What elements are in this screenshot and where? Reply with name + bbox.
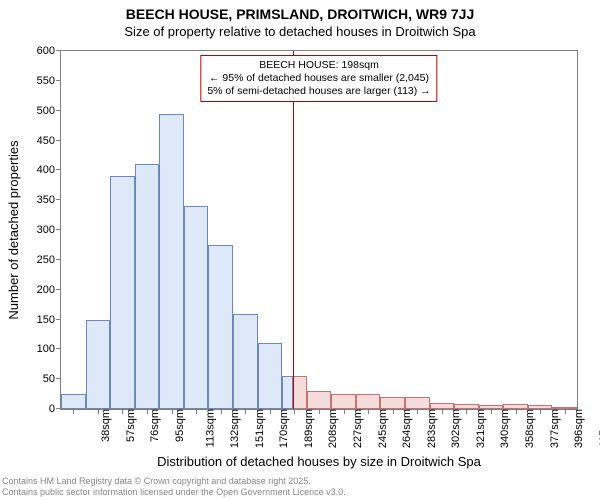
x-tick-label: 189sqm (303, 409, 315, 448)
y-tick-mark (56, 259, 61, 260)
y-tick-label: 500 (37, 105, 55, 117)
histogram-bar (135, 164, 160, 409)
annotation-line: ← 95% of detached houses are smaller (2,… (207, 72, 430, 85)
y-tick-mark (56, 199, 61, 200)
title-sub: Size of property relative to detached ho… (0, 24, 600, 39)
y-tick-label: 450 (37, 135, 55, 147)
x-tick-mark (417, 409, 418, 414)
histogram-bar (258, 343, 283, 409)
x-tick-mark (540, 409, 541, 414)
annotation-box: BEECH HOUSE: 198sqm ← 95% of detached ho… (200, 55, 437, 102)
x-tick-label: 208sqm (328, 409, 340, 448)
x-tick-label: 245sqm (377, 409, 389, 448)
plot-area: 05010015020025030035040045050055060038sq… (60, 50, 578, 410)
y-tick-label: 300 (37, 224, 55, 236)
x-tick-mark (565, 409, 566, 414)
x-tick-label: 396sqm (573, 409, 585, 448)
footer-line: Contains HM Land Registry data © Crown c… (2, 476, 346, 487)
x-tick-mark (294, 409, 295, 414)
chart-container: BEECH HOUSE, PRIMSLAND, DROITWICH, WR9 7… (0, 0, 600, 500)
x-tick-mark (98, 409, 99, 414)
y-tick-mark (56, 110, 61, 111)
y-tick-label: 150 (37, 314, 55, 326)
x-tick-mark (196, 409, 197, 414)
x-tick-mark (319, 409, 320, 414)
x-axis-label: Distribution of detached houses by size … (60, 454, 578, 469)
histogram-bar-highlight (356, 394, 381, 409)
histogram-bar-highlight (307, 391, 332, 409)
x-tick-mark (172, 409, 173, 414)
x-tick-label: 95sqm (174, 409, 186, 442)
x-tick-label: 151sqm (254, 409, 266, 448)
histogram-bar (159, 114, 184, 409)
x-tick-mark (393, 409, 394, 414)
histogram-bar (233, 314, 258, 409)
title-main: BEECH HOUSE, PRIMSLAND, DROITWICH, WR9 7… (0, 6, 600, 22)
x-tick-label: 340sqm (500, 409, 512, 448)
x-tick-label: 57sqm (125, 409, 137, 442)
y-tick-mark (56, 378, 61, 379)
reference-line (293, 51, 294, 409)
x-tick-mark (368, 409, 369, 414)
y-tick-mark (56, 50, 61, 51)
histogram-bar (184, 206, 209, 409)
x-tick-mark (491, 409, 492, 414)
x-tick-mark (221, 409, 222, 414)
y-tick-mark (56, 169, 61, 170)
x-tick-mark (516, 409, 517, 414)
footer-line: Contains public sector information licen… (2, 487, 346, 498)
histogram-bar-highlight (405, 397, 430, 409)
histogram-bar (208, 245, 233, 409)
x-tick-label: 132sqm (229, 409, 241, 448)
histogram-bar (110, 176, 135, 409)
y-tick-label: 50 (43, 373, 55, 385)
x-tick-label: 113sqm (204, 409, 216, 447)
y-tick-label: 200 (37, 284, 55, 296)
x-tick-label: 321sqm (475, 409, 487, 448)
x-tick-label: 170sqm (278, 409, 290, 448)
y-tick-mark (56, 348, 61, 349)
histogram-bar-highlight (380, 397, 405, 409)
x-tick-mark (122, 409, 123, 414)
x-tick-mark (442, 409, 443, 414)
histogram-bar-highlight (293, 376, 307, 409)
y-tick-label: 600 (37, 45, 55, 57)
annotation-line: BEECH HOUSE: 198sqm (207, 59, 430, 72)
histogram-bar (282, 376, 293, 409)
x-tick-label: 358sqm (524, 409, 536, 448)
y-tick-mark (56, 140, 61, 141)
y-tick-label: 550 (37, 75, 55, 87)
x-tick-mark (344, 409, 345, 414)
x-tick-label: 264sqm (401, 409, 413, 448)
x-tick-label: 283sqm (426, 409, 438, 448)
x-tick-mark (73, 409, 74, 414)
y-tick-mark (56, 319, 61, 320)
x-tick-mark (270, 409, 271, 414)
y-tick-label: 100 (37, 343, 55, 355)
histogram-bar-highlight (331, 394, 356, 409)
y-tick-label: 0 (49, 403, 55, 415)
x-tick-mark (466, 409, 467, 414)
y-tick-label: 350 (37, 194, 55, 206)
y-tick-mark (56, 80, 61, 81)
y-tick-mark (56, 229, 61, 230)
x-tick-label: 227sqm (352, 409, 364, 448)
footer-attribution: Contains HM Land Registry data © Crown c… (2, 476, 346, 498)
x-tick-mark (245, 409, 246, 414)
x-tick-label: 38sqm (100, 409, 112, 442)
y-tick-label: 250 (37, 254, 55, 266)
x-tick-label: 377sqm (549, 409, 561, 448)
annotation-line: 5% of semi-detached houses are larger (1… (207, 85, 430, 98)
x-tick-label: 302sqm (450, 409, 462, 448)
y-tick-label: 400 (37, 164, 55, 176)
x-tick-label: 76sqm (149, 409, 161, 442)
histogram-bar (61, 394, 86, 409)
x-tick-mark (147, 409, 148, 414)
y-axis-label: Number of detached properties (6, 50, 26, 410)
histogram-bar (86, 320, 111, 410)
y-tick-mark (56, 289, 61, 290)
